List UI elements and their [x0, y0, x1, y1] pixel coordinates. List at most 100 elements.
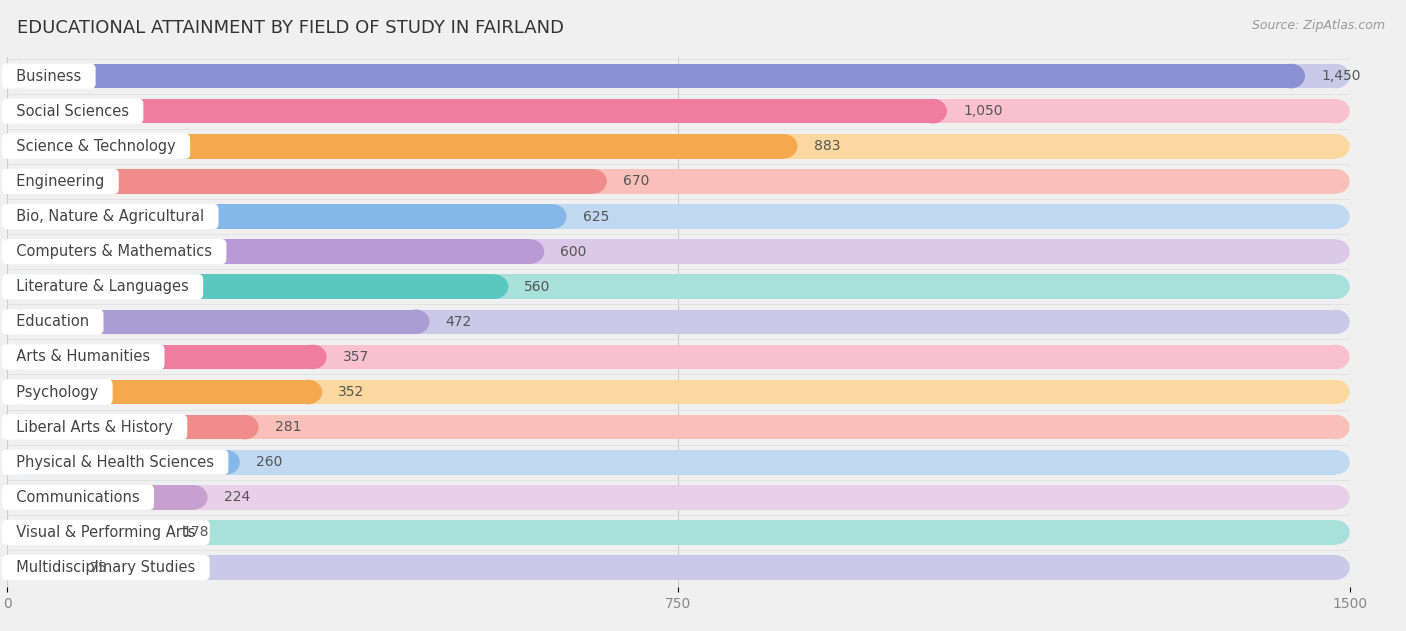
- Ellipse shape: [1322, 64, 1350, 88]
- Bar: [21, 239, 1336, 264]
- Ellipse shape: [1322, 555, 1350, 580]
- Ellipse shape: [212, 450, 240, 475]
- Ellipse shape: [180, 485, 208, 510]
- Bar: [21, 169, 1336, 194]
- Ellipse shape: [769, 134, 797, 158]
- Bar: [21, 204, 1336, 229]
- Bar: [21, 239, 1336, 264]
- Ellipse shape: [7, 274, 35, 299]
- Text: Literature & Languages: Literature & Languages: [7, 279, 198, 294]
- Bar: [21, 485, 1336, 510]
- Bar: [21, 99, 1336, 124]
- Ellipse shape: [1322, 520, 1350, 545]
- Text: 883: 883: [814, 139, 839, 153]
- Text: EDUCATIONAL ATTAINMENT BY FIELD OF STUDY IN FAIRLAND: EDUCATIONAL ATTAINMENT BY FIELD OF STUDY…: [17, 19, 564, 37]
- Ellipse shape: [1322, 415, 1350, 439]
- Bar: [21, 274, 1336, 299]
- Ellipse shape: [538, 204, 567, 229]
- Ellipse shape: [7, 99, 35, 124]
- Text: Multidisciplinary Studies: Multidisciplinary Studies: [7, 560, 204, 575]
- Bar: [21, 169, 593, 194]
- Ellipse shape: [7, 99, 35, 124]
- Ellipse shape: [7, 520, 35, 545]
- Bar: [21, 345, 1336, 369]
- Ellipse shape: [7, 520, 35, 545]
- Ellipse shape: [1322, 239, 1350, 264]
- Bar: [21, 520, 152, 545]
- Bar: [21, 274, 1336, 299]
- Ellipse shape: [1322, 555, 1350, 580]
- Text: Communications: Communications: [7, 490, 149, 505]
- Bar: [21, 520, 1336, 545]
- Ellipse shape: [1322, 134, 1350, 158]
- Ellipse shape: [7, 380, 35, 404]
- Ellipse shape: [1322, 310, 1350, 334]
- Bar: [21, 169, 1336, 194]
- Bar: [21, 555, 1336, 580]
- Ellipse shape: [1322, 415, 1350, 439]
- Bar: [21, 274, 495, 299]
- Ellipse shape: [46, 555, 75, 580]
- Bar: [21, 134, 783, 158]
- Text: 472: 472: [446, 315, 472, 329]
- Ellipse shape: [1277, 64, 1305, 88]
- Ellipse shape: [7, 134, 35, 158]
- Ellipse shape: [1322, 380, 1350, 404]
- Ellipse shape: [7, 555, 35, 580]
- Ellipse shape: [7, 169, 35, 194]
- Ellipse shape: [7, 450, 35, 475]
- Ellipse shape: [481, 274, 509, 299]
- Bar: [21, 99, 934, 124]
- Bar: [21, 555, 1336, 580]
- Ellipse shape: [1322, 345, 1350, 369]
- Bar: [21, 310, 416, 334]
- Bar: [21, 450, 226, 475]
- Ellipse shape: [7, 134, 35, 158]
- Ellipse shape: [1322, 64, 1350, 88]
- Bar: [21, 134, 1336, 158]
- Ellipse shape: [1322, 485, 1350, 510]
- Ellipse shape: [1322, 485, 1350, 510]
- Text: 281: 281: [274, 420, 301, 434]
- Ellipse shape: [920, 99, 948, 124]
- Ellipse shape: [1322, 239, 1350, 264]
- Ellipse shape: [7, 555, 35, 580]
- Ellipse shape: [7, 345, 35, 369]
- Bar: [21, 99, 1336, 124]
- Text: Physical & Health Sciences: Physical & Health Sciences: [7, 455, 224, 469]
- Ellipse shape: [7, 204, 35, 229]
- Ellipse shape: [7, 274, 35, 299]
- Text: 600: 600: [560, 245, 586, 259]
- Bar: [21, 64, 1336, 88]
- Bar: [21, 64, 1291, 88]
- Ellipse shape: [7, 204, 35, 229]
- Ellipse shape: [7, 239, 35, 264]
- Bar: [21, 64, 1336, 88]
- Bar: [21, 134, 1336, 158]
- Bar: [21, 380, 1336, 404]
- Ellipse shape: [7, 239, 35, 264]
- Ellipse shape: [579, 169, 607, 194]
- Ellipse shape: [1322, 520, 1350, 545]
- Ellipse shape: [7, 310, 35, 334]
- Ellipse shape: [7, 415, 35, 439]
- Bar: [21, 345, 312, 369]
- Ellipse shape: [7, 485, 35, 510]
- Ellipse shape: [1322, 274, 1350, 299]
- Ellipse shape: [516, 239, 544, 264]
- Ellipse shape: [1322, 169, 1350, 194]
- Ellipse shape: [1322, 310, 1350, 334]
- Ellipse shape: [7, 345, 35, 369]
- Text: 1,450: 1,450: [1322, 69, 1361, 83]
- Ellipse shape: [7, 415, 35, 439]
- Ellipse shape: [7, 169, 35, 194]
- Ellipse shape: [1322, 169, 1350, 194]
- Text: 352: 352: [339, 385, 364, 399]
- Ellipse shape: [1322, 99, 1350, 124]
- Ellipse shape: [7, 450, 35, 475]
- Text: Education: Education: [7, 314, 98, 329]
- Ellipse shape: [7, 64, 35, 88]
- Text: 670: 670: [623, 174, 650, 189]
- Ellipse shape: [1322, 204, 1350, 229]
- Bar: [21, 555, 60, 580]
